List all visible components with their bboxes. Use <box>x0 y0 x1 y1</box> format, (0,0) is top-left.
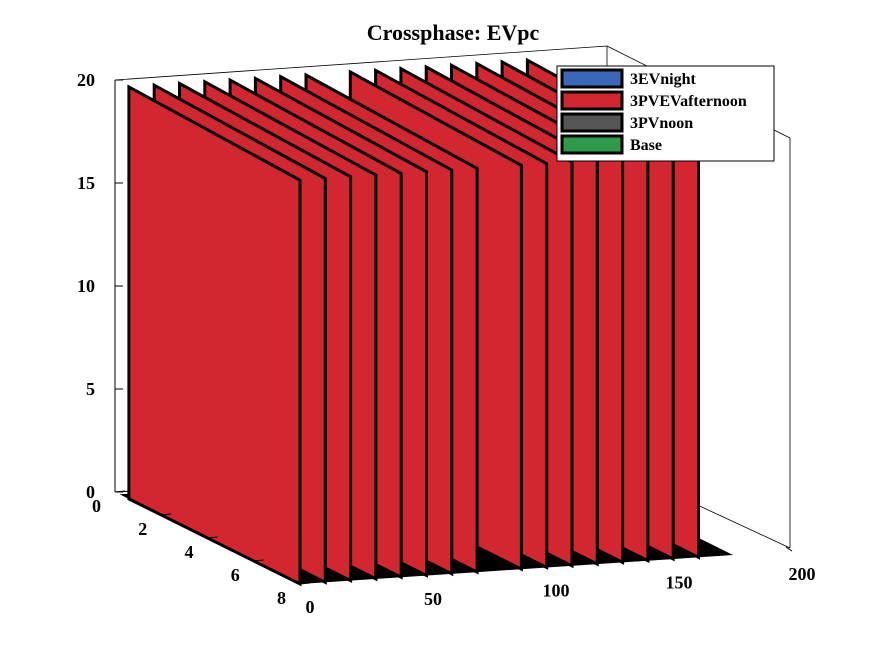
legend-swatch-2 <box>560 90 624 111</box>
x-tick-2-mark <box>539 563 547 568</box>
z-tick-0: 0 <box>86 482 95 502</box>
x-tick-3: 150 <box>666 572 693 592</box>
bars-group <box>127 57 700 587</box>
x-tick-2: 100 <box>543 581 570 601</box>
legend-label-1: 3EVnight <box>630 71 696 88</box>
x-tick-0: 0 <box>306 597 315 617</box>
x-tick-0-mark <box>293 579 301 585</box>
z-tick-3: 15 <box>77 173 95 193</box>
y-tick-4: 8 <box>277 588 286 608</box>
x-tick-4: 200 <box>789 564 816 584</box>
y-tick-0-mark <box>114 490 126 493</box>
y-tick-2: 4 <box>185 542 194 562</box>
legend-label-3: 3PVnoon <box>630 115 693 132</box>
y-tick-3: 6 <box>231 565 240 585</box>
y-tick-4-mark <box>299 582 311 585</box>
x-tick-1: 50 <box>424 589 442 609</box>
legend-swatch-3 <box>560 112 624 133</box>
chart-title: Crossphase: EVpc <box>367 20 540 45</box>
legend: 3EVnight 3PVEVafternoon 3PVnoon Base <box>556 65 775 162</box>
x-tick-1-mark <box>416 571 424 577</box>
y-tick-1: 2 <box>138 519 147 539</box>
legend-swatch-4 <box>560 134 624 155</box>
legend-label-4: Base <box>630 137 662 154</box>
y-tick-2-mark <box>207 536 218 539</box>
y-tick-1-mark <box>161 513 172 516</box>
x-tick-3-mark <box>662 554 670 560</box>
y-tick-0: 0 <box>92 496 101 516</box>
legend-swatch-1 <box>560 68 624 89</box>
z-tick-1: 5 <box>86 379 95 399</box>
z-tick-4: 20 <box>77 70 95 90</box>
legend-label-2: 3PVEVafternoon <box>630 93 747 110</box>
y-tick-3-mark <box>253 559 264 562</box>
x-tick-4-mark <box>785 546 793 552</box>
z-tick-2: 10 <box>77 276 95 296</box>
